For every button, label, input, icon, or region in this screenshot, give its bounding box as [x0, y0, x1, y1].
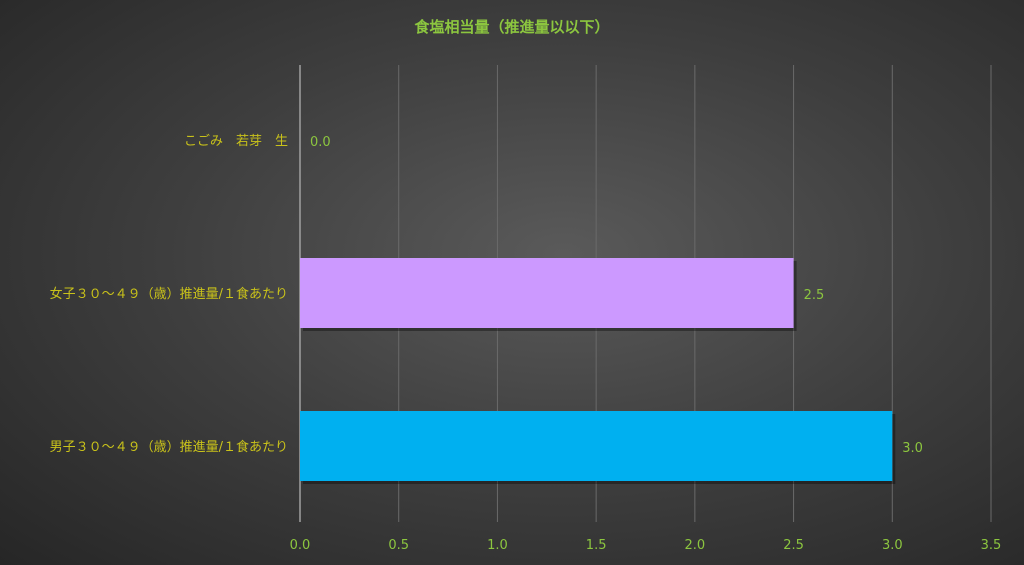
x-tick-label: 2.0	[685, 538, 706, 553]
bar	[300, 411, 893, 481]
x-tick-label: 3.0	[882, 538, 903, 553]
x-tick-label: 1.5	[586, 538, 607, 553]
bar	[300, 258, 794, 328]
x-tick-label: 0.0	[290, 538, 311, 553]
data-label: 3.0	[902, 441, 923, 456]
x-tick-label: 1.0	[487, 538, 508, 553]
category-label: 男子３０～４９（歳）推進量/１食あたり	[50, 439, 288, 455]
category-label: 女子３０～４９（歳）推進量/１食あたり	[50, 286, 288, 302]
data-label: 0.0	[310, 135, 331, 150]
x-tick-label: 3.5	[981, 538, 1002, 553]
chart-title: 食塩相当量（推進量以以下）	[414, 18, 609, 36]
data-label: 2.5	[804, 288, 825, 303]
x-tick-label: 0.5	[388, 538, 409, 553]
category-label: こごみ 若芽 生	[184, 133, 288, 149]
x-tick-label: 2.5	[783, 538, 804, 553]
